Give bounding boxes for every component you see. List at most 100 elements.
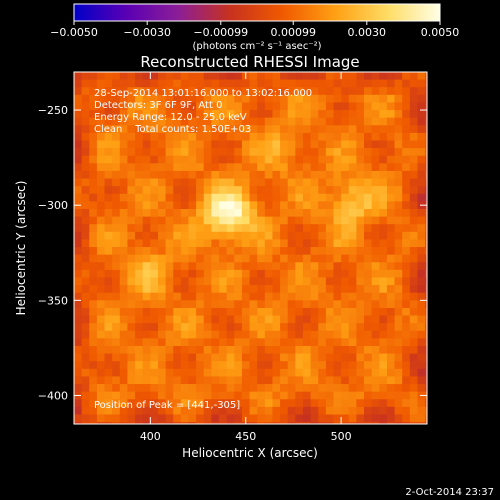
heatmap-cell: [394, 376, 403, 385]
heatmap-cell: [188, 208, 197, 218]
heatmap-cell: [287, 201, 296, 210]
heatmap-cell: [89, 132, 98, 142]
heatmap-cell: [81, 300, 90, 309]
heatmap-cell: [287, 414, 296, 423]
heatmap-cell: [333, 399, 342, 408]
heatmap-cell: [188, 201, 197, 210]
heatmap-cell: [318, 414, 327, 423]
heatmap-cell: [188, 155, 197, 164]
heatmap-cell: [318, 110, 327, 119]
heatmap-cell: [211, 231, 220, 241]
heatmap-cell: [180, 307, 190, 317]
heatmap-cell: [112, 323, 121, 332]
heatmap-cell: [135, 125, 144, 134]
heatmap-cell: [119, 414, 129, 423]
heatmap-cell: [325, 277, 335, 286]
heatmap-cell: [257, 239, 266, 248]
heatmap-cell: [280, 125, 289, 134]
heatmap-cell: [219, 87, 228, 96]
heatmap-cell: [104, 148, 113, 157]
heatmap-cell: [341, 186, 350, 195]
heatmap-cell: [333, 155, 342, 164]
heatmap-cell: [142, 414, 151, 423]
heatmap-cell: [150, 391, 159, 400]
heatmap-cell: [203, 231, 212, 241]
heatmap-cell: [264, 307, 274, 317]
heatmap-cell: [89, 376, 98, 385]
heatmap-cell: [119, 330, 129, 339]
heatmap-cell: [417, 345, 426, 355]
heatmap-cell: [165, 132, 174, 142]
heatmap-cell: [104, 269, 113, 279]
heatmap-cell: [104, 307, 113, 317]
heatmap-cell: [142, 72, 151, 81]
heatmap-cell: [409, 72, 419, 81]
heatmap-cell: [96, 269, 106, 279]
heatmap-cell: [417, 338, 426, 347]
heatmap-cell: [104, 391, 113, 400]
heatmap-cell: [386, 262, 396, 271]
heatmap-cell: [341, 216, 350, 225]
colorbar-tick-label: −0.00099: [193, 26, 248, 39]
heatmap-cell: [386, 224, 396, 233]
heatmap-cell: [356, 315, 365, 324]
heatmap-cell: [188, 414, 197, 423]
heatmap-cell: [112, 300, 121, 309]
heatmap-cell: [356, 216, 365, 225]
heatmap-cell: [157, 345, 167, 355]
heatmap-cell: [356, 368, 365, 378]
heatmap-cell: [287, 79, 296, 88]
heatmap-cell: [226, 345, 235, 355]
heatmap-cell: [196, 72, 205, 81]
heatmap-cell: [364, 315, 373, 324]
heatmap-cell: [157, 384, 167, 393]
heatmap-cell: [142, 208, 151, 218]
heatmap-cell: [402, 422, 411, 424]
heatmap-cell: [119, 155, 129, 164]
heatmap-cell: [257, 368, 266, 378]
heatmap-cell: [203, 132, 212, 142]
heatmap-cell: [333, 132, 342, 142]
heatmap-cell: [295, 277, 304, 286]
heatmap-cell: [257, 102, 266, 111]
heatmap-cell: [379, 148, 388, 157]
heatmap-cell: [379, 338, 388, 347]
heatmap-cell: [241, 125, 251, 134]
heatmap-cell: [310, 140, 319, 149]
heatmap-cell: [96, 117, 106, 126]
heatmap-cell: [257, 208, 266, 218]
heatmap-cell: [409, 208, 419, 218]
heatmap-cell: [348, 368, 357, 378]
heatmap-cell: [356, 247, 365, 256]
heatmap-cell: [234, 338, 243, 347]
heatmap-cell: [280, 208, 289, 218]
heatmap-cell: [364, 125, 373, 134]
heatmap-cell: [325, 231, 335, 241]
heatmap-cell: [264, 262, 274, 271]
heatmap-cell: [104, 201, 113, 210]
heatmap-cell: [226, 110, 235, 119]
heatmap-cell: [74, 72, 83, 81]
heatmap-cell: [348, 254, 357, 263]
heatmap-cell: [74, 87, 83, 96]
heatmap-cell: [74, 140, 83, 149]
heatmap-cell: [341, 368, 350, 378]
heatmap-cell: [341, 399, 350, 408]
heatmap-cell: [287, 315, 296, 324]
heatmap-cell: [180, 208, 190, 218]
heatmap-cell: [188, 140, 197, 149]
heatmap-cell: [165, 110, 174, 119]
heatmap-cell: [356, 399, 365, 408]
heatmap-cell: [211, 216, 220, 225]
heatmap-cell: [211, 338, 220, 347]
heatmap-cell: [74, 315, 83, 324]
heatmap-cell: [386, 247, 396, 256]
heatmap-cell: [364, 330, 373, 339]
heatmap-cell: [394, 285, 403, 294]
heatmap-cell: [173, 231, 182, 241]
heatmap-cell: [333, 277, 342, 286]
heatmap-cell: [157, 406, 167, 416]
heatmap-cell: [142, 368, 151, 378]
heatmap-cell: [165, 285, 174, 294]
heatmap-cell: [150, 399, 159, 408]
